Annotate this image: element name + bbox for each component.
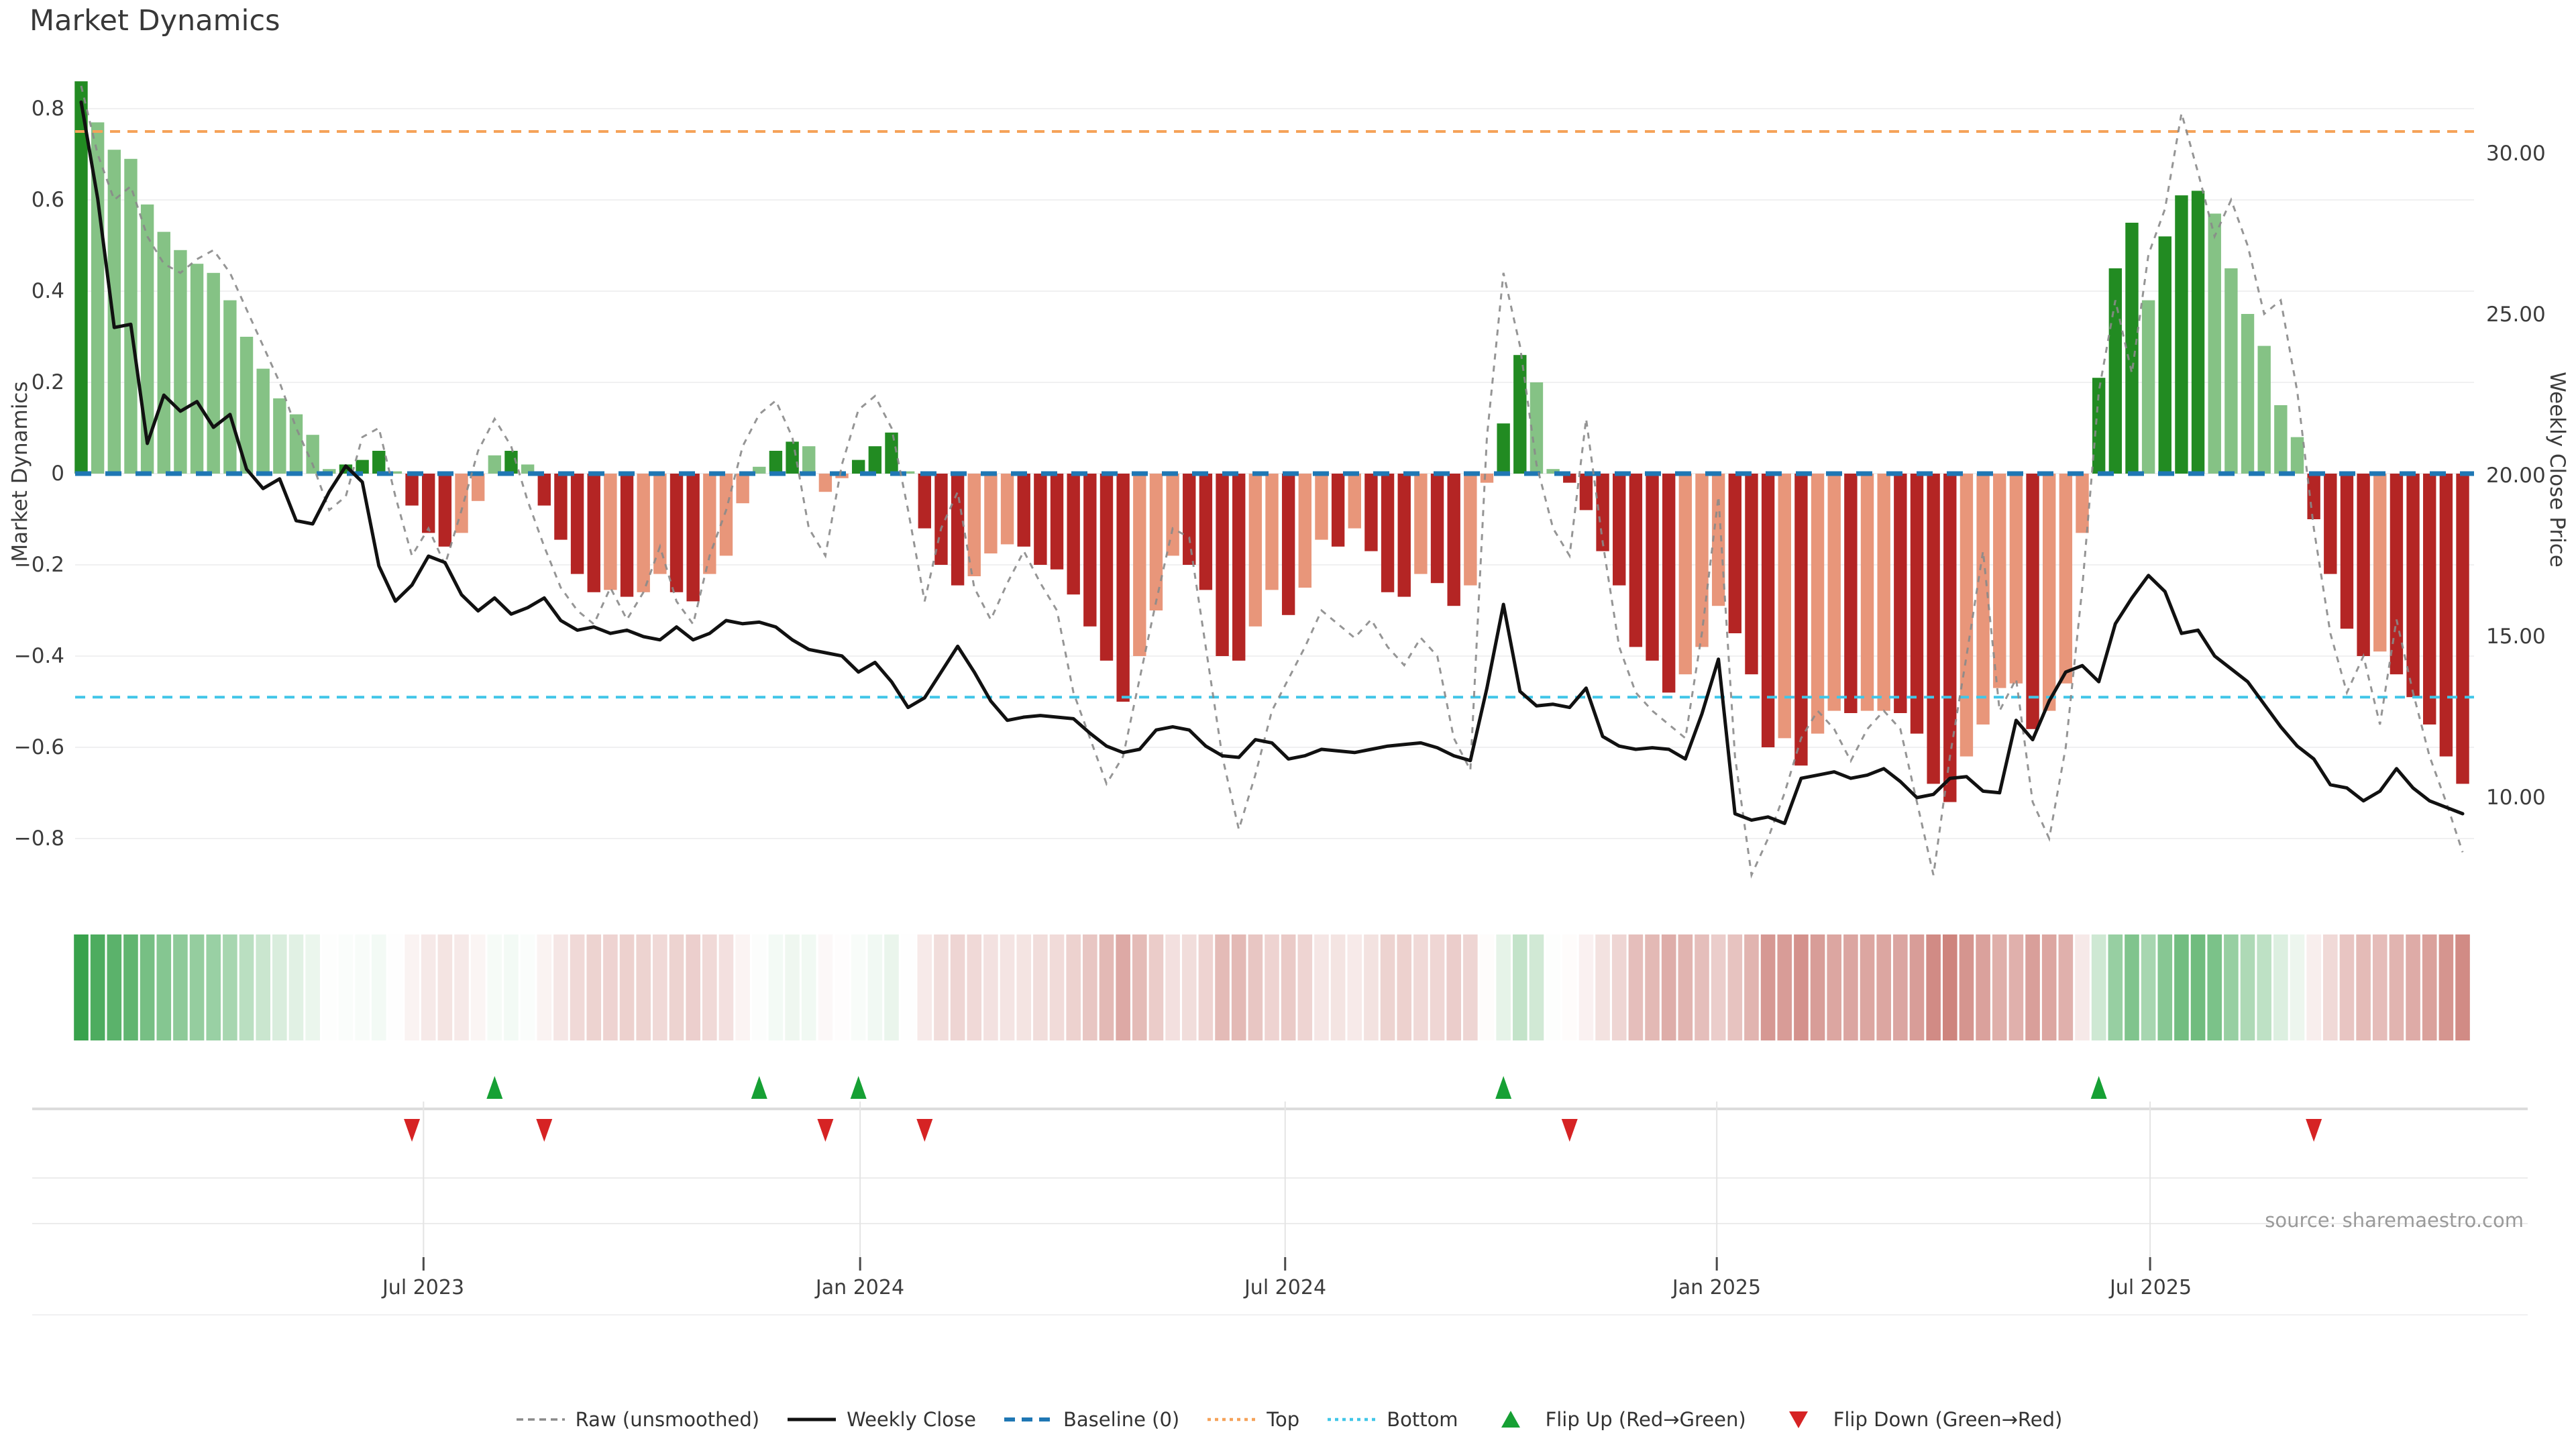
x-tick-jan-2025: Jan 2025 bbox=[1672, 1276, 1762, 1299]
source-note: source: sharemaestro.com bbox=[2265, 1209, 2524, 1232]
x-tick-jan-2024: Jan 2024 bbox=[815, 1276, 905, 1299]
legend-item-raw: Raw (unsmoothed) bbox=[514, 1407, 759, 1432]
flip-up-icon bbox=[1501, 1411, 1520, 1428]
right-tick-20: 20.00 bbox=[2486, 464, 2546, 488]
legend-item-weekly-close: Weekly Close bbox=[785, 1407, 976, 1432]
legend-label: Weekly Close bbox=[847, 1408, 976, 1431]
legend-item-flip-up: Flip Up (Red→Green) bbox=[1484, 1407, 1746, 1432]
left-tick-0.4: 0.4 bbox=[31, 279, 64, 303]
legend-label: Bottom bbox=[1387, 1408, 1458, 1431]
legend-label: Flip Up (Red→Green) bbox=[1545, 1408, 1746, 1431]
legend-item-baseline: Baseline (0) bbox=[1002, 1407, 1179, 1432]
legend-item-bottom: Bottom bbox=[1325, 1407, 1458, 1432]
legend-item-top: Top bbox=[1205, 1407, 1299, 1432]
baseline-line-icon bbox=[1004, 1417, 1053, 1421]
x-tick-jul-2024: Jul 2024 bbox=[1244, 1276, 1327, 1299]
legend: Raw (unsmoothed) Weekly Close Baseline (… bbox=[0, 1407, 2576, 1432]
legend-label: Baseline (0) bbox=[1063, 1408, 1180, 1431]
close-line-icon bbox=[788, 1417, 837, 1421]
legend-label: Flip Down (Green→Red) bbox=[1833, 1408, 2063, 1431]
left-tick--0.4: −0.4 bbox=[13, 644, 64, 668]
raw-line-icon bbox=[516, 1418, 565, 1421]
right-tick-15: 15.00 bbox=[2486, 625, 2546, 649]
page-title: Market Dynamics bbox=[30, 4, 280, 38]
left-tick--0.8: −0.8 bbox=[13, 826, 64, 851]
right-tick-30: 30.00 bbox=[2486, 142, 2546, 166]
left-tick-0.2: 0.2 bbox=[31, 370, 64, 394]
bottom-line-icon bbox=[1328, 1417, 1377, 1421]
legend-label: Top bbox=[1267, 1408, 1300, 1431]
right-tick-25: 25.00 bbox=[2486, 303, 2546, 327]
left-tick--0.2: −0.2 bbox=[13, 553, 64, 577]
flip-down-icon bbox=[1788, 1411, 1808, 1428]
x-tick-jul-2025: Jul 2025 bbox=[2109, 1276, 2192, 1299]
legend-item-flip-down: Flip Down (Green→Red) bbox=[1772, 1407, 2063, 1432]
x-tick-jul-2023: Jul 2023 bbox=[382, 1276, 465, 1299]
left-tick-0.8: 0.8 bbox=[31, 97, 64, 121]
top-line-icon bbox=[1208, 1417, 1256, 1421]
legend-label: Raw (unsmoothed) bbox=[575, 1408, 760, 1431]
left-tick--0.6: −0.6 bbox=[13, 735, 64, 759]
right-tick-10: 10.00 bbox=[2486, 786, 2546, 810]
left-tick-0.6: 0.6 bbox=[31, 188, 64, 212]
left-tick-0: 0 bbox=[51, 462, 64, 486]
